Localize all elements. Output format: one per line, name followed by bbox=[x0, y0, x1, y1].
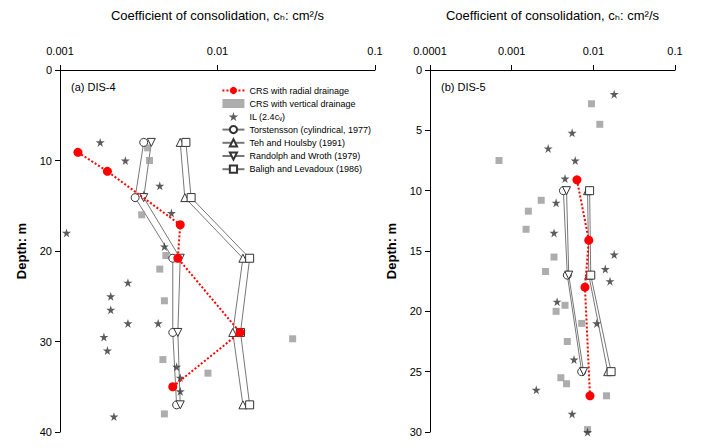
svg-text:20: 20 bbox=[40, 245, 52, 257]
svg-text:Depth: m: Depth: m bbox=[14, 223, 29, 279]
svg-text:0: 0 bbox=[46, 64, 52, 76]
svg-text:0.001: 0.001 bbox=[498, 45, 526, 57]
svg-text:Randolph and Wroth (1979): Randolph and Wroth (1979) bbox=[249, 151, 360, 161]
svg-text:0: 0 bbox=[416, 64, 422, 76]
svg-text:0.01: 0.01 bbox=[207, 45, 228, 57]
svg-text:0.001: 0.001 bbox=[46, 45, 74, 57]
svg-text:CRS with vertical drainage: CRS with vertical drainage bbox=[249, 99, 355, 109]
svg-text:20: 20 bbox=[410, 305, 422, 317]
svg-text:Teh and Houlsby (1991): Teh and Houlsby (1991) bbox=[249, 138, 345, 148]
svg-text:Coefficient of consolidation,: Coefficient of consolidation, cₕ: cm²/s bbox=[446, 8, 660, 23]
svg-text:Baligh and Levadoux (1986): Baligh and Levadoux (1986) bbox=[249, 164, 362, 174]
svg-text:0.01: 0.01 bbox=[583, 45, 604, 57]
svg-text:30: 30 bbox=[40, 336, 52, 348]
svg-text:10: 10 bbox=[410, 185, 422, 197]
svg-text:Depth: m: Depth: m bbox=[384, 223, 399, 279]
svg-text:Coefficient of consolidation,: Coefficient of consolidation, cₕ: cm²/s bbox=[111, 8, 325, 23]
svg-text:10: 10 bbox=[40, 155, 52, 167]
svg-text:(a) DIS-4: (a) DIS-4 bbox=[71, 81, 116, 93]
svg-text:15: 15 bbox=[410, 245, 422, 257]
svg-text:0.1: 0.1 bbox=[667, 45, 682, 57]
svg-text:5: 5 bbox=[416, 124, 422, 136]
svg-text:0.0001: 0.0001 bbox=[413, 45, 447, 57]
svg-text:40: 40 bbox=[40, 426, 52, 438]
svg-text:25: 25 bbox=[410, 366, 422, 378]
svg-text:30: 30 bbox=[410, 426, 422, 438]
svg-text:(b) DIS-5: (b) DIS-5 bbox=[441, 81, 486, 93]
svg-text:Torstensson (cylindrical, 1977: Torstensson (cylindrical, 1977) bbox=[249, 125, 371, 135]
svg-text:0.1: 0.1 bbox=[367, 45, 382, 57]
svg-text:CRS with radial drainage: CRS with radial drainage bbox=[249, 86, 349, 96]
svg-text:IL (2.4cᵥ): IL (2.4cᵥ) bbox=[249, 112, 285, 122]
